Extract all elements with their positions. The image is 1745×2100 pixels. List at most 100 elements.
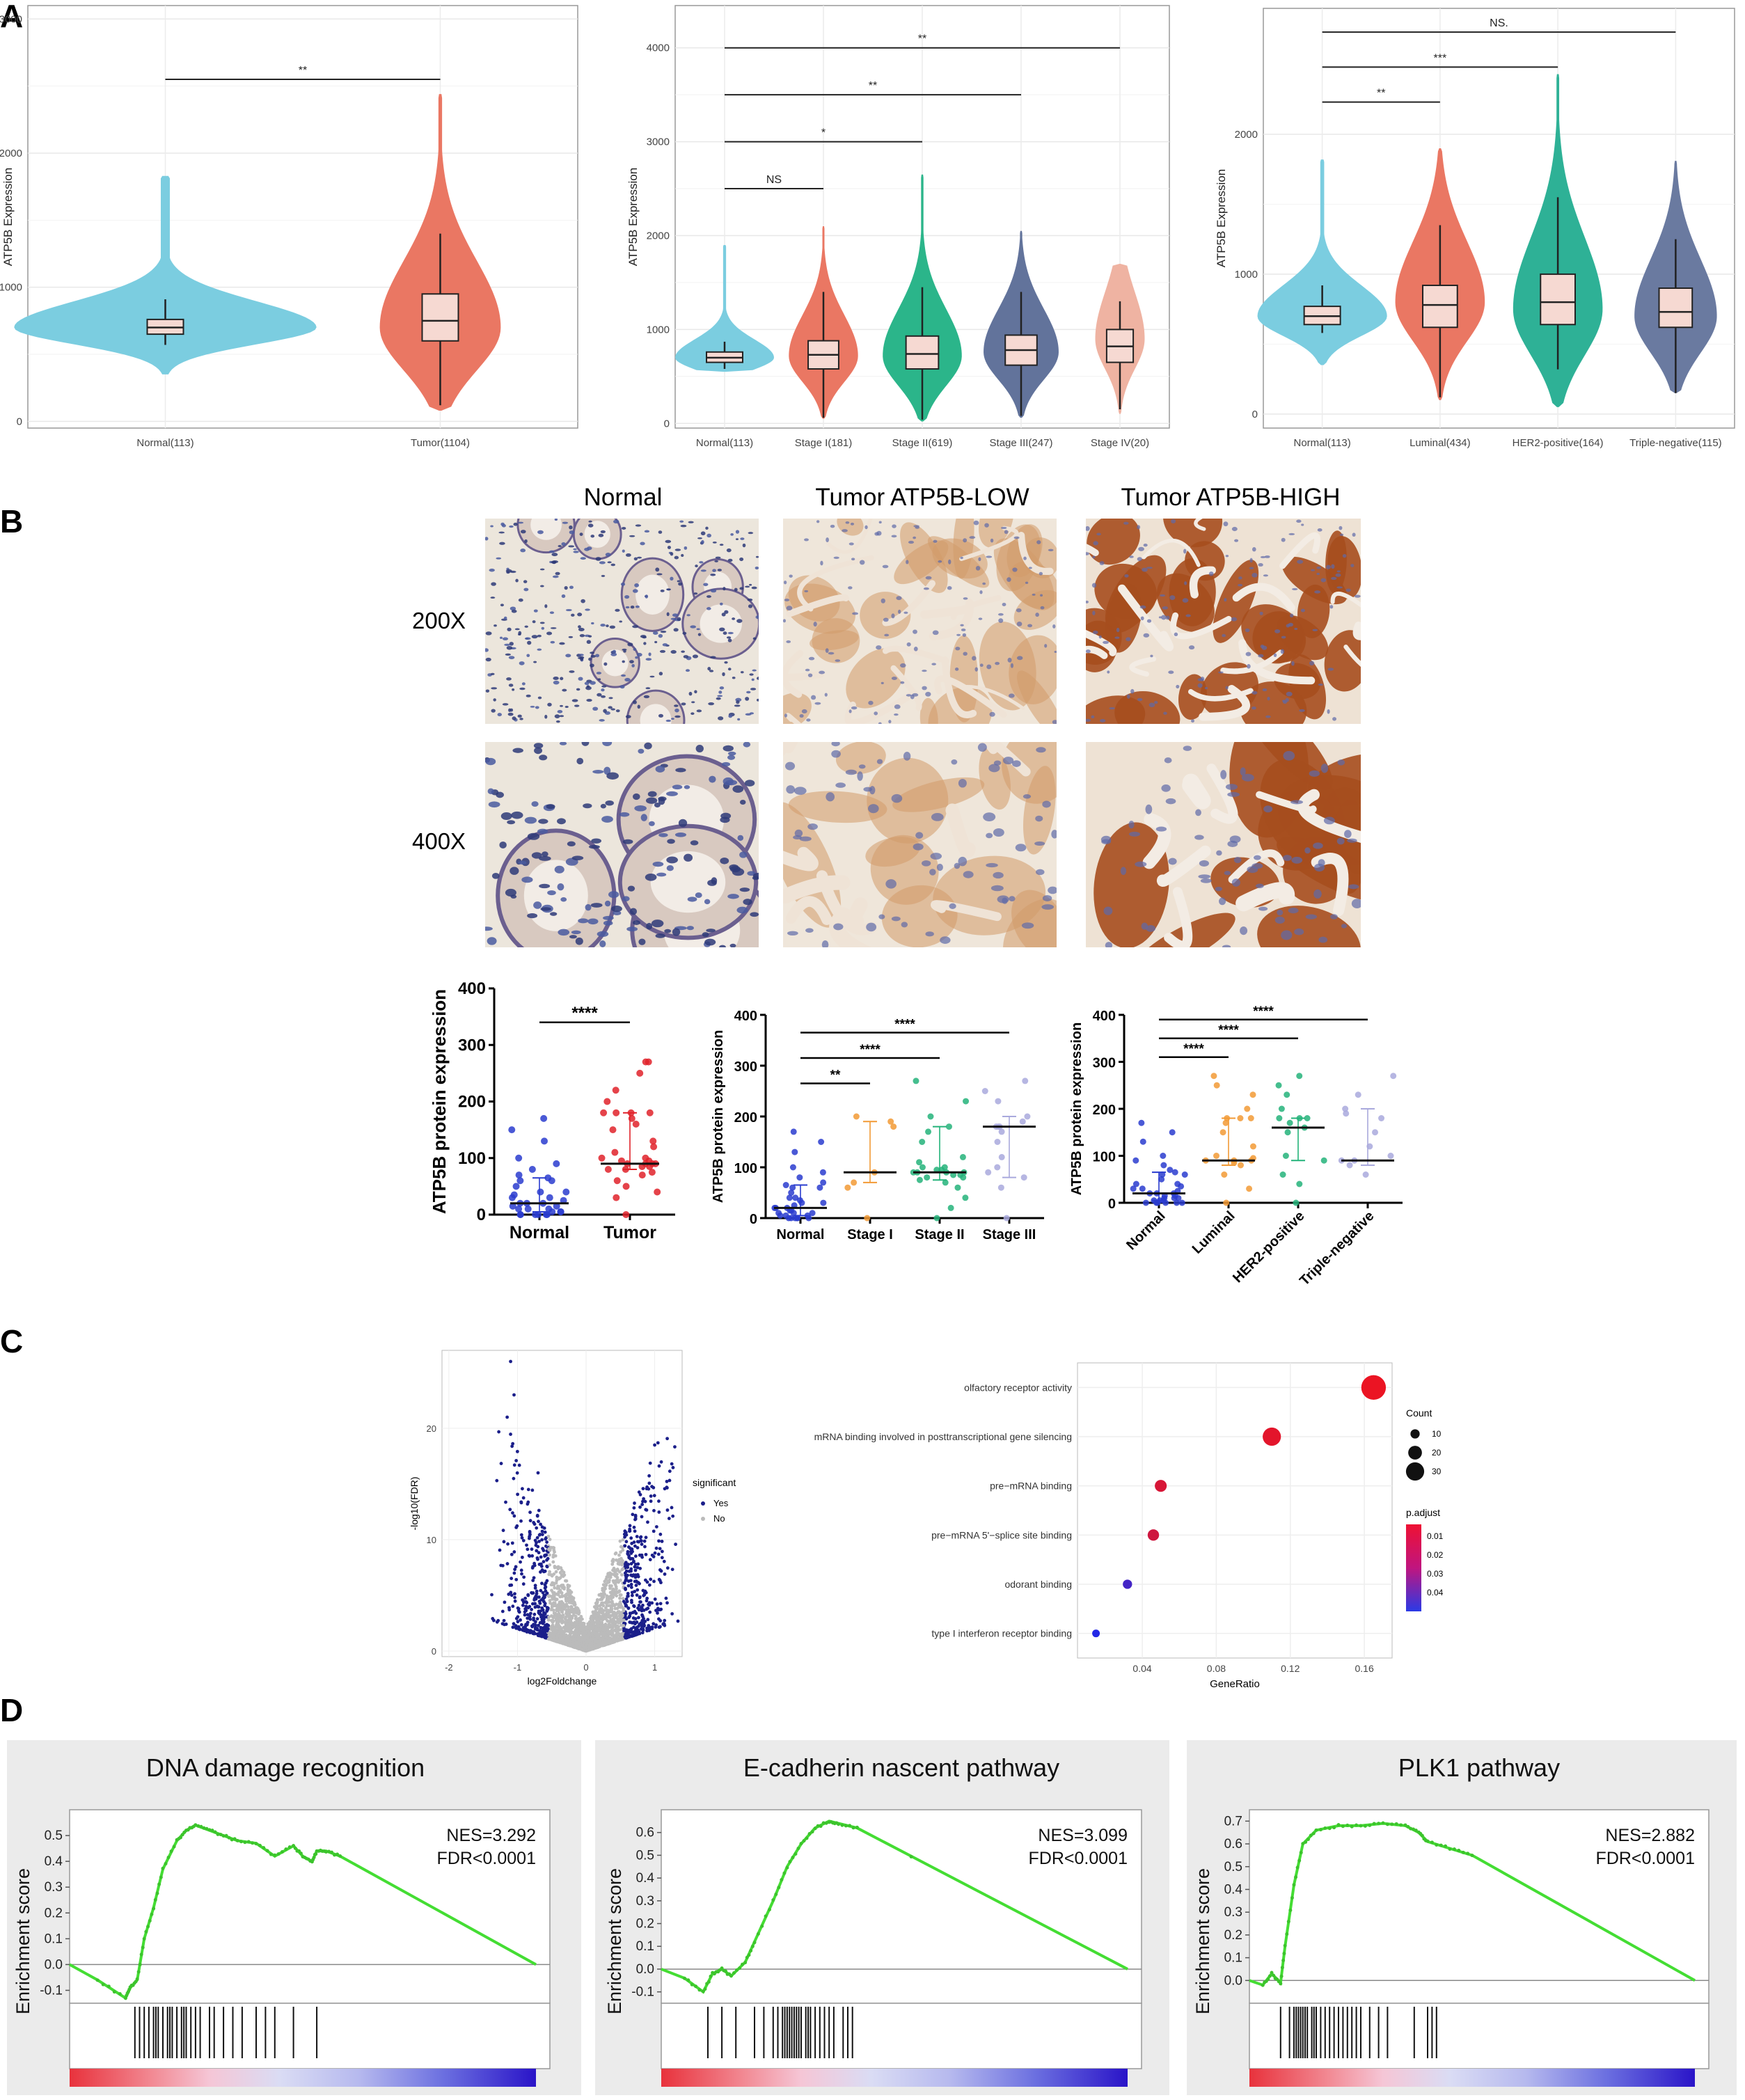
nucleus: [600, 623, 606, 627]
volcano-point: [530, 1591, 535, 1595]
volcano-point: [619, 1593, 623, 1597]
nucleus: [509, 525, 514, 528]
y-tick-label: 300: [1093, 1056, 1116, 1071]
nucleus: [833, 923, 844, 931]
curve-marker: [824, 1821, 828, 1825]
nucleus: [640, 542, 645, 546]
stroma-strand: [1086, 645, 1108, 659]
volcano-point: [599, 1637, 602, 1641]
nucleus: [610, 906, 622, 913]
volcano-point: [566, 1588, 570, 1591]
nucleus: [727, 894, 739, 899]
nucleus: [848, 586, 853, 590]
stained-cell-cluster: [1087, 519, 1140, 565]
nucleus: [579, 532, 583, 536]
nucleus: [1143, 543, 1148, 547]
data-point: [1178, 1199, 1185, 1206]
gsea-title: PLK1 pathway: [1398, 1753, 1560, 1782]
nucleus: [756, 677, 759, 680]
curve-marker: [224, 1833, 228, 1838]
nucleus: [651, 919, 664, 928]
nucleus: [485, 926, 493, 931]
nucleus: [513, 522, 518, 526]
volcano-point: [658, 1579, 662, 1583]
volcano-point: [649, 1494, 653, 1498]
curve-marker: [1299, 1851, 1303, 1855]
volcano-point: [537, 1508, 541, 1513]
curve-marker: [750, 1944, 755, 1948]
curve-marker: [95, 1978, 100, 1982]
nucleus: [1225, 555, 1229, 558]
volcano-point: [634, 1584, 638, 1587]
nucleus: [524, 625, 528, 628]
nucleus: [1188, 645, 1195, 650]
nucleus: [1027, 624, 1033, 628]
volcano-point: [538, 1634, 542, 1638]
nucleus: [1091, 583, 1097, 588]
nucleus: [1337, 759, 1345, 766]
volcano-point: [532, 1522, 537, 1526]
volcano-point: [543, 1530, 547, 1534]
nucleus: [1208, 571, 1214, 576]
nucleus: [717, 569, 722, 571]
curve-marker: [1261, 1983, 1265, 1987]
volcano-point: [507, 1608, 512, 1612]
y-axis-title: -log10(FDR): [409, 1476, 420, 1530]
nucleus: [1240, 926, 1248, 935]
nucleus: [600, 803, 606, 809]
x-tick-label: HER2-positive(164): [1513, 437, 1604, 449]
nucleus: [1126, 694, 1130, 699]
curve-marker: [1282, 1952, 1286, 1956]
volcano-point: [528, 1554, 532, 1558]
curve-marker: [135, 1977, 139, 1981]
volcano-point: [662, 1559, 666, 1563]
volcano-point: [537, 1629, 542, 1633]
nucleus: [789, 574, 793, 578]
data-point: [1138, 1119, 1145, 1126]
box: [421, 293, 459, 342]
volcano-point: [511, 1442, 515, 1446]
color-legend-title: p.adjust: [1406, 1507, 1440, 1518]
volcano-point: [624, 1540, 629, 1544]
significance-label: **: [918, 33, 926, 45]
volcano-point: [578, 1647, 583, 1650]
curve-marker: [230, 1838, 234, 1842]
nucleus: [1150, 654, 1153, 658]
nucleus: [1224, 598, 1227, 602]
nucleus: [524, 816, 537, 824]
nucleus: [615, 709, 620, 713]
nucleus: [637, 704, 640, 709]
nucleus: [1171, 519, 1176, 523]
volcano-point: [540, 1533, 544, 1536]
nucleus: [1138, 546, 1144, 551]
nucleus: [584, 681, 590, 686]
volcano-point: [619, 1545, 623, 1549]
nucleus: [1137, 557, 1142, 562]
volcano-point: [661, 1623, 665, 1626]
significance-label: **: [830, 1068, 841, 1083]
stained-cell-cluster: [1324, 630, 1361, 692]
nucleus: [578, 627, 585, 631]
volcano-point: [600, 1631, 603, 1634]
nucleus: [883, 617, 889, 622]
nucleus: [673, 628, 679, 632]
curve-marker: [210, 1829, 214, 1833]
curve-marker: [207, 1828, 212, 1832]
nucleus: [922, 670, 927, 672]
volcano-point: [559, 1627, 563, 1632]
stroma-strand: [1142, 538, 1201, 567]
volcano-point: [658, 1602, 663, 1606]
nucleus: [881, 681, 884, 685]
nucleus: [1254, 855, 1261, 860]
data-point: [1304, 1115, 1311, 1121]
volcano-point: [657, 1464, 661, 1468]
volcano-point: [614, 1574, 618, 1579]
x-tick-label: Stage II: [915, 1227, 964, 1242]
nucleus: [527, 832, 540, 840]
nucleus: [595, 654, 600, 658]
volcano-point: [490, 1593, 494, 1597]
curve-marker: [1268, 1974, 1272, 1978]
stained-cell-cluster: [860, 592, 911, 639]
volcano-point: [517, 1627, 521, 1631]
plot-frame: [1077, 1362, 1393, 1659]
